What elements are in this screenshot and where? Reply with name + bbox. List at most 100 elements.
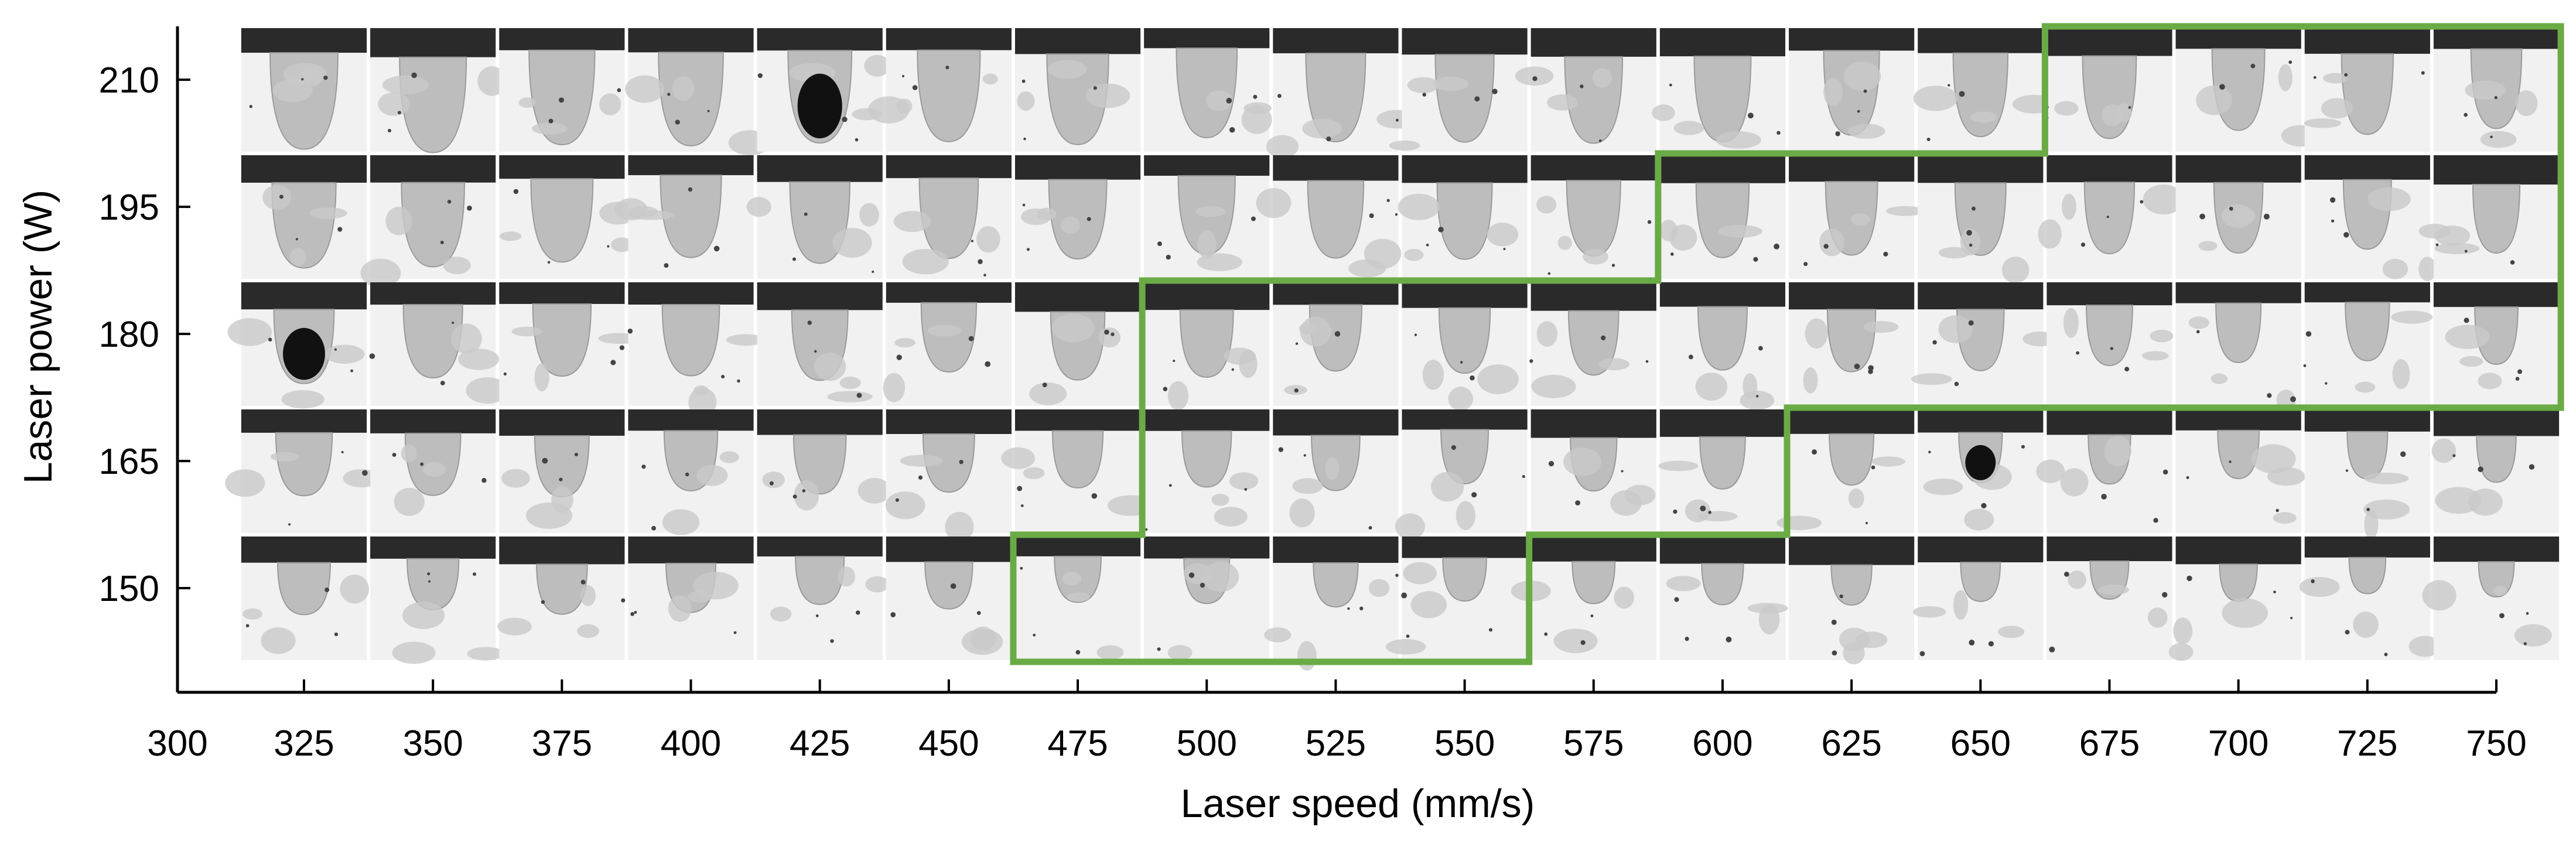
micrograph-cell xyxy=(1144,282,1270,411)
micrograph-cell xyxy=(1144,409,1270,533)
micrograph-cell xyxy=(241,155,367,279)
micrograph-cell xyxy=(1273,282,1399,406)
micrograph-cell xyxy=(628,409,754,535)
micrograph-cell xyxy=(370,409,496,533)
y-tick-label: 150 xyxy=(99,569,159,609)
micrograph-cell xyxy=(1789,282,1915,406)
micrograph-cell xyxy=(886,155,1012,279)
micrograph-cell xyxy=(1144,537,1270,661)
micrograph-cell xyxy=(1913,28,2055,152)
micrograph-cell xyxy=(1659,537,1788,660)
micrograph-cell xyxy=(1659,155,1786,279)
micrograph-cell xyxy=(1264,537,1399,671)
micrograph-cell xyxy=(2433,282,2560,406)
x-tick-label: 575 xyxy=(1563,723,1624,764)
x-tick-label: 525 xyxy=(1306,723,1366,764)
micrograph-cell xyxy=(2299,537,2441,660)
micrograph-cell xyxy=(1402,282,1528,411)
micrograph-cell xyxy=(2418,155,2560,279)
micrograph-cell xyxy=(614,155,754,279)
micrograph-cell xyxy=(1511,537,1656,660)
x-axis-title: Laser speed (mm/s) xyxy=(1181,781,1535,826)
micrograph-cell xyxy=(2175,282,2301,411)
micrograph-cell xyxy=(883,282,1012,406)
x-tick-label: 375 xyxy=(532,723,592,764)
micrograph-cell xyxy=(1776,409,1915,533)
micrograph-cell xyxy=(369,282,510,406)
micrograph-cell xyxy=(1144,155,1270,279)
micrograph-cell xyxy=(499,28,625,152)
y-tick-label: 195 xyxy=(99,187,159,228)
micrograph-cell xyxy=(1652,28,1786,152)
micrograph-cell xyxy=(2304,155,2437,282)
x-tick-label: 550 xyxy=(1434,723,1495,764)
micrograph-cell xyxy=(2175,155,2301,279)
micrograph-cell xyxy=(1385,537,1528,660)
x-tick-label: 700 xyxy=(2208,723,2268,764)
micrograph-cell xyxy=(1266,28,1418,158)
micrograph-cell xyxy=(1389,28,1528,152)
micrograph-cell xyxy=(227,282,367,409)
micrograph-cell xyxy=(1398,155,1528,279)
micrograph-cell xyxy=(1911,282,2058,406)
micrograph-cell xyxy=(886,537,1012,660)
micrograph-cell xyxy=(1014,28,1141,152)
x-tick-label: 300 xyxy=(147,723,207,764)
x-tick-label: 475 xyxy=(1047,723,1108,764)
micrograph-cell xyxy=(2038,155,2185,279)
x-tick-label: 750 xyxy=(2466,723,2526,764)
micrograph-cell xyxy=(1515,28,1656,152)
micrograph-cell xyxy=(757,28,890,152)
micrograph-cell xyxy=(360,155,496,288)
micrograph-cell xyxy=(2168,537,2301,661)
micrograph-cell xyxy=(1014,537,1141,660)
micrograph-cell xyxy=(1529,282,1656,406)
y-axis-title: Laser power (W) xyxy=(16,190,60,484)
x-tick-label: 325 xyxy=(274,723,334,764)
micrograph-cell xyxy=(746,155,883,279)
micrograph-cell xyxy=(2047,537,2172,660)
micrograph-cell xyxy=(2433,28,2560,152)
micrograph-cell xyxy=(2045,28,2172,152)
x-tick-label: 350 xyxy=(402,723,463,764)
micrograph-cell xyxy=(627,282,766,417)
micrograph-grid xyxy=(225,28,2560,671)
micrograph-cell xyxy=(1530,409,1656,533)
x-tick-label: 625 xyxy=(1821,723,1881,764)
x-tick-label: 650 xyxy=(1950,723,2011,764)
x-tick-label: 425 xyxy=(790,723,850,764)
micrograph-cell xyxy=(625,28,771,156)
process-window-outline xyxy=(1010,23,2564,665)
micrograph-cell xyxy=(1256,155,1402,279)
y-tick-label: 165 xyxy=(99,442,159,482)
micrograph-cell xyxy=(499,409,625,533)
micrograph-cell xyxy=(885,409,1012,542)
micrograph-cell xyxy=(370,537,504,664)
micrograph-cell xyxy=(1395,409,1528,540)
x-tick-label: 675 xyxy=(2079,723,2140,764)
x-tick-label: 450 xyxy=(918,723,979,764)
micrograph-cell xyxy=(2175,409,2306,533)
micrograph-cell xyxy=(1144,28,1272,152)
micrograph-cell xyxy=(225,409,380,533)
micrograph-cell xyxy=(1789,155,1925,279)
micrograph-cell xyxy=(1530,155,1656,279)
micrograph-cell xyxy=(1918,409,2044,533)
x-tick-label: 725 xyxy=(2337,723,2397,764)
tick-labels: 300 325 350 375 400 425 450 475 500 525 550 575 600 6… xyxy=(99,60,2527,764)
micrograph-cell xyxy=(2304,409,2430,539)
micrograph-cell xyxy=(868,28,1012,152)
micrograph-cell xyxy=(1789,28,1915,152)
x-tick-label: 400 xyxy=(661,723,721,764)
micrograph-cell xyxy=(757,409,891,533)
y-tick-label: 180 xyxy=(99,315,159,355)
micrograph-cell xyxy=(628,537,754,660)
micrograph-cell xyxy=(1659,282,1786,411)
micrograph-cell xyxy=(241,537,370,660)
micrograph-cell xyxy=(1918,155,2044,283)
micrograph-cell xyxy=(1001,409,1154,533)
micrograph-cell xyxy=(2036,409,2172,533)
micrograph-cell xyxy=(1658,409,1786,533)
micrograph-cell xyxy=(2047,282,2174,406)
